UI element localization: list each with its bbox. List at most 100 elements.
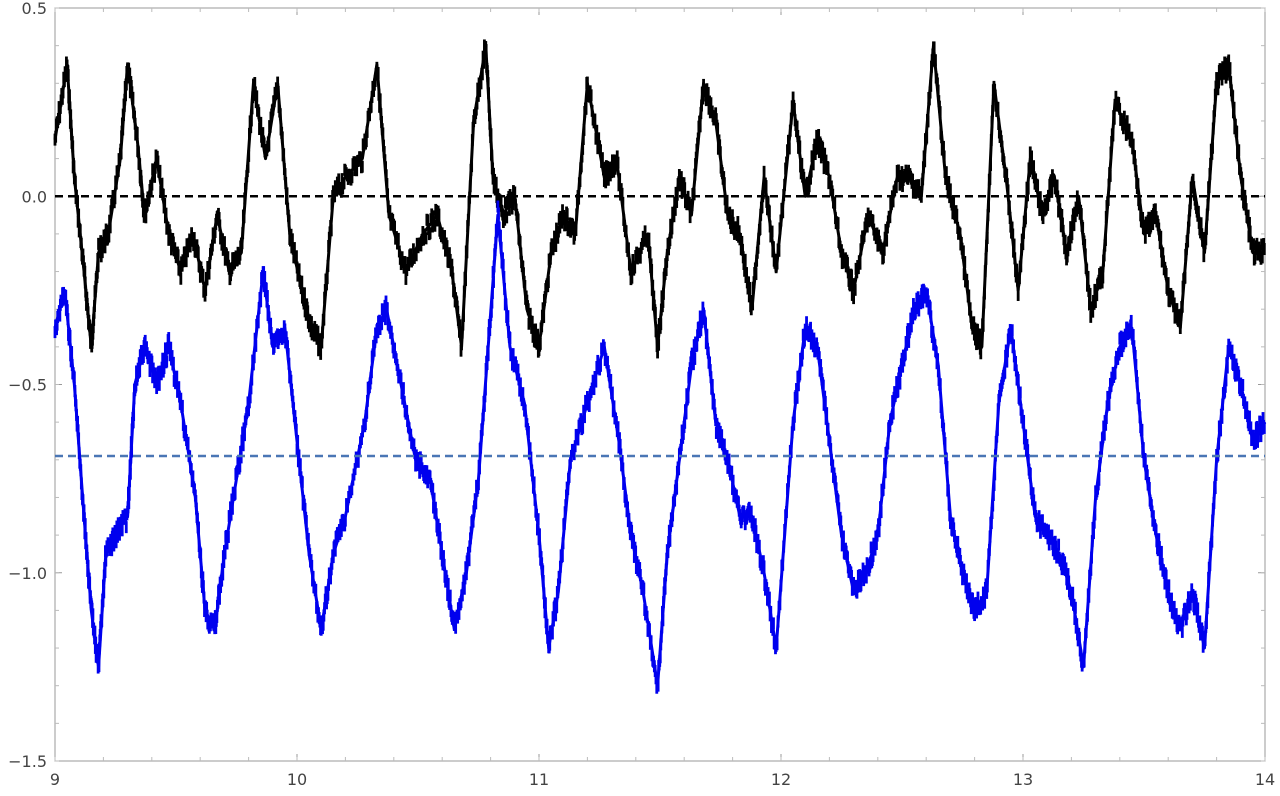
- data-point: [842, 530, 845, 543]
- data-point: [1259, 430, 1263, 443]
- data-point: [155, 382, 159, 395]
- x-tick-label: 12: [771, 770, 791, 789]
- data-point: [1193, 603, 1196, 616]
- data-point: [184, 255, 188, 268]
- data-point: [112, 539, 116, 552]
- data-point: [1227, 54, 1231, 67]
- data-point: [633, 261, 637, 274]
- data-point: [947, 176, 951, 189]
- y-tick-label: −1.0: [8, 564, 47, 583]
- data-point: [656, 346, 659, 359]
- data-point: [1041, 212, 1045, 225]
- data-point: [978, 328, 982, 341]
- data-point: [846, 257, 849, 270]
- data-point: [1032, 160, 1036, 173]
- data-point: [1255, 237, 1259, 250]
- data-point: [1129, 314, 1133, 327]
- data-point: [360, 160, 364, 173]
- data-point: [1172, 297, 1176, 310]
- data-point: [316, 325, 320, 338]
- data-point: [404, 272, 408, 285]
- data-point: [579, 413, 583, 426]
- data-point: [1063, 556, 1067, 569]
- data-point: [384, 295, 388, 308]
- data-point: [150, 355, 154, 368]
- data-point: [1089, 310, 1093, 323]
- series-1-line: [53, 213, 1267, 688]
- data-point: [536, 328, 540, 341]
- data-point: [749, 505, 753, 518]
- data-point: [1254, 437, 1257, 450]
- data-point: [300, 275, 304, 288]
- data-point: [497, 207, 500, 220]
- data-point: [688, 211, 692, 224]
- data-point: [731, 482, 734, 495]
- data-point: [459, 344, 463, 357]
- data-point: [572, 448, 576, 461]
- data-point: [513, 186, 517, 199]
- data-point: [1225, 68, 1229, 81]
- data-point: [355, 164, 359, 177]
- data-point: [875, 227, 879, 240]
- data-point: [516, 363, 520, 376]
- data-point: [976, 591, 980, 604]
- data-point: [1053, 547, 1056, 560]
- data-point: [1036, 179, 1040, 192]
- data-point: [120, 524, 124, 537]
- data-point: [124, 521, 128, 534]
- data-point: [762, 165, 766, 178]
- data-point: [812, 332, 816, 345]
- data-point: [599, 359, 602, 372]
- data-point: [528, 307, 532, 320]
- data-point: [907, 335, 911, 348]
- data-point: [1196, 602, 1200, 615]
- x-tick-label: 11: [529, 770, 549, 789]
- data-point: [100, 246, 104, 259]
- data-point: [520, 394, 524, 407]
- data-point: [445, 240, 449, 253]
- data-point: [706, 86, 710, 99]
- data-point: [976, 324, 979, 337]
- data-point: [1118, 102, 1122, 115]
- data-point: [183, 246, 187, 259]
- data-point: [969, 602, 973, 615]
- data-point: [810, 329, 814, 342]
- data-point: [731, 209, 734, 222]
- data-point: [352, 156, 356, 169]
- data-point: [911, 173, 915, 186]
- data-point: [1122, 122, 1125, 135]
- data-point: [720, 429, 724, 442]
- x-tick-label: 14: [1255, 770, 1275, 789]
- data-point: [956, 535, 960, 548]
- data-point: [424, 232, 428, 245]
- data-point: [554, 239, 558, 252]
- data-point: [418, 466, 422, 479]
- series-0-line: [53, 44, 1265, 349]
- data-point: [313, 320, 317, 333]
- data-point: [1157, 533, 1161, 546]
- data-point: [885, 234, 889, 247]
- data-point: [693, 352, 697, 365]
- data-point: [962, 563, 966, 576]
- data-point: [403, 256, 407, 269]
- data-point: [973, 609, 976, 622]
- data-point: [58, 309, 62, 322]
- data-point: [412, 243, 415, 256]
- data-point: [510, 358, 514, 371]
- data-point: [1149, 220, 1153, 233]
- y-tick-label: −1.5: [8, 752, 47, 771]
- data-point: [1124, 335, 1128, 348]
- data-point: [900, 166, 904, 179]
- data-point: [1260, 251, 1264, 264]
- data-point: [1234, 369, 1237, 382]
- data-point: [175, 370, 179, 383]
- data-point: [565, 208, 569, 221]
- data-point: [677, 169, 681, 182]
- data-point: [1252, 238, 1255, 251]
- data-point: [1122, 110, 1126, 123]
- data-point: [430, 208, 434, 221]
- data-point: [399, 258, 403, 271]
- data-point: [1256, 430, 1260, 443]
- data-point: [949, 183, 952, 196]
